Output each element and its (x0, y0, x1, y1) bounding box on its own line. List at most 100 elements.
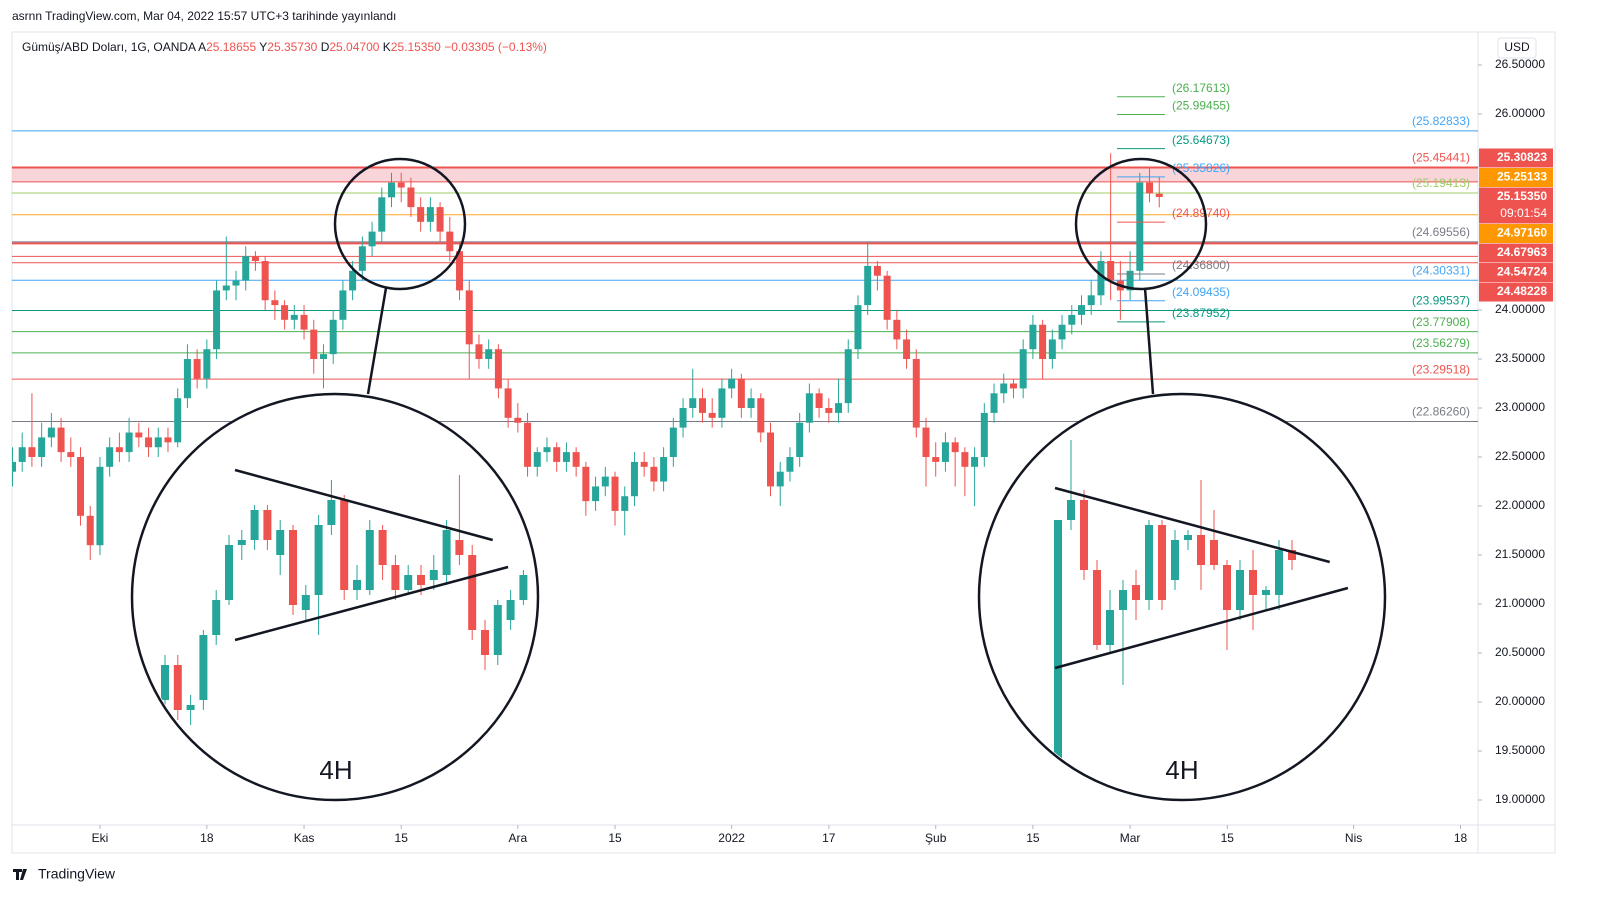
candle-body (368, 231, 376, 247)
candle-body (18, 447, 26, 462)
candle-body (271, 300, 279, 306)
candle-body (504, 388, 512, 418)
zone (12, 167, 1478, 182)
candle-body (47, 427, 55, 438)
candle-body (611, 476, 619, 511)
price-tag-label: 25.25133 (1497, 170, 1547, 184)
candle-body (281, 305, 289, 320)
candle-body (601, 476, 609, 487)
footer-brand: TradingView (38, 866, 116, 882)
candle-body (164, 437, 172, 443)
candle-body (1068, 314, 1076, 325)
candle-body (1210, 540, 1218, 565)
candle-body (378, 197, 386, 232)
candle-body (300, 314, 308, 330)
candle-body (96, 466, 104, 546)
candle-body (835, 403, 843, 413)
candle-body (506, 600, 515, 620)
candle-body (883, 275, 891, 320)
candle-body (442, 530, 451, 575)
level-label: (24.69556) (1412, 225, 1470, 239)
price-tag-countdown: 09:01:54 (1500, 206, 1547, 220)
candle-body (115, 447, 123, 453)
candle-body (679, 408, 687, 428)
candle-body (222, 285, 230, 291)
candle-body (349, 270, 357, 291)
candle-body (1093, 570, 1101, 645)
candle-body (161, 665, 169, 700)
level-label: (23.99537) (1412, 294, 1470, 308)
y-tick-label: 20.50000 (1495, 645, 1545, 659)
candle-body (912, 359, 920, 428)
candle-body (1158, 525, 1166, 600)
candle-body (387, 182, 395, 198)
candle-body (397, 182, 405, 188)
candle-body (1048, 339, 1056, 360)
candle-body (1080, 500, 1088, 570)
candle-body (310, 329, 318, 360)
candle-body (592, 486, 600, 502)
candle-body (407, 187, 415, 208)
trendline (1054, 586, 1349, 670)
candle-body (941, 442, 949, 462)
candle-body (1000, 383, 1008, 394)
candle-body (1146, 182, 1154, 194)
candle-body (106, 447, 114, 467)
logo (13, 869, 27, 880)
candle-body (621, 496, 629, 511)
candle-body (242, 256, 250, 281)
y-tick-label: 22.50000 (1495, 449, 1545, 463)
price-tag (1479, 282, 1553, 302)
candle-body (391, 565, 400, 590)
candle-body (708, 412, 716, 418)
candle-body (250, 510, 259, 540)
plot: (25.82833) (25.45441) (25.19413) (24.69556)… (12, 81, 1478, 560)
inset-circle (977, 392, 1387, 802)
x-tick-label: 2022 (718, 831, 745, 845)
x-tick-label: Nis (1345, 831, 1362, 845)
fib-label: (26.17613) (1172, 81, 1230, 95)
y-tick-label: 26.00000 (1495, 106, 1545, 120)
candle-body (456, 251, 464, 291)
candle-body (1058, 324, 1066, 340)
candle-body (475, 344, 483, 360)
candle-body (199, 635, 208, 700)
candle-body (1126, 270, 1134, 291)
candle-body (961, 452, 969, 467)
x-tick-label: Şub (925, 831, 947, 845)
price-tag-label: 25.30823 (1497, 150, 1547, 164)
price-tag-label: 24.54724 (1497, 265, 1547, 279)
y-tick-label: 23.50000 (1495, 351, 1545, 365)
level-label: (23.56279) (1412, 336, 1470, 350)
candle-body (767, 432, 775, 487)
candle-body (1275, 550, 1283, 595)
x-tick-label: Mar (1120, 831, 1141, 845)
candle-body (86, 515, 94, 546)
candle-body (514, 417, 522, 423)
candle-body (261, 261, 269, 301)
candle-body (718, 388, 726, 418)
currency: USD (1504, 40, 1530, 54)
x-tick-label: Kas (294, 831, 315, 845)
candle-body (669, 427, 677, 458)
candle-body (327, 500, 336, 525)
candle-body (436, 207, 444, 232)
candle-body (1119, 590, 1127, 610)
inset-label: 4H (319, 755, 352, 785)
candle-body (353, 580, 361, 590)
candle-body (932, 457, 940, 462)
candle-body (319, 354, 327, 360)
candle-body (493, 605, 502, 655)
x-tick-label: Eki (92, 831, 109, 845)
candle-body (225, 545, 233, 600)
candle-body (582, 466, 590, 502)
candle-body (426, 207, 434, 222)
candle-body (660, 457, 668, 482)
candle-body (951, 442, 959, 453)
candle-body (251, 256, 259, 262)
candle-body (481, 630, 489, 655)
level-label: (23.77908) (1412, 315, 1470, 329)
candle-body (1107, 261, 1115, 281)
inset-label: 4H (1165, 755, 1198, 785)
